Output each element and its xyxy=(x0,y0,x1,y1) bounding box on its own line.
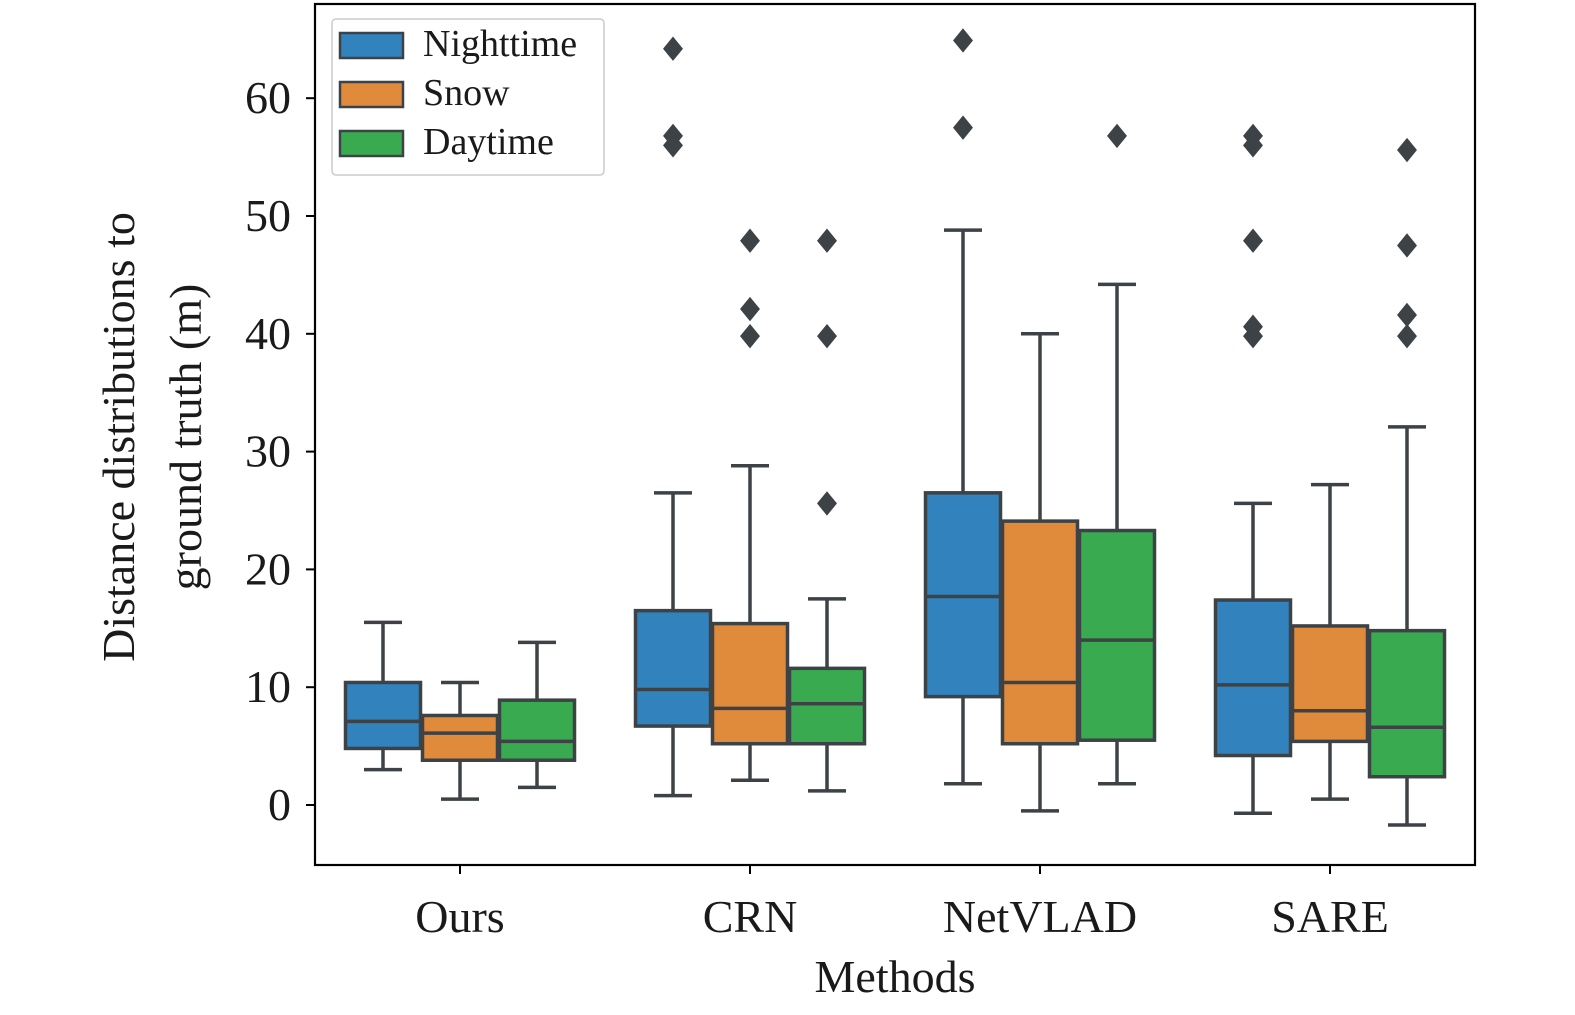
x-tick-label: Ours xyxy=(415,891,504,942)
y-tick-label: 50 xyxy=(245,190,291,241)
box-snow-crn xyxy=(710,228,790,783)
iqr-box xyxy=(1367,628,1447,779)
y-axis-title-line-1: Distance distributions to xyxy=(93,212,144,662)
box-snow-netvlad xyxy=(1000,332,1080,813)
outlier-point xyxy=(817,491,837,516)
box-nighttime-ours xyxy=(343,620,423,772)
y-tick-label: 40 xyxy=(245,308,291,359)
legend-swatch-nighttime xyxy=(338,31,405,60)
box-nighttime-crn xyxy=(633,36,713,798)
legend-label-daytime: Daytime xyxy=(423,121,554,163)
x-tick-label: SARE xyxy=(1271,891,1389,942)
outlier-point xyxy=(1243,123,1263,149)
legend-label-snow: Snow xyxy=(423,72,510,114)
y-tick-label: 60 xyxy=(245,72,291,123)
outlier-point xyxy=(740,296,760,322)
outlier-point xyxy=(1107,123,1127,149)
iqr-box xyxy=(343,680,423,751)
y-tick-label: 20 xyxy=(245,543,291,594)
x-axis-title: Methods xyxy=(815,951,976,1002)
box-daytime-crn xyxy=(787,228,867,793)
legend-swatch-snow xyxy=(338,80,405,109)
outlier-point xyxy=(953,28,973,53)
legend-label-nighttime: Nighttime xyxy=(423,23,577,65)
outlier-point xyxy=(740,323,760,349)
iqr-box xyxy=(1290,624,1370,744)
y-tick-label: 30 xyxy=(245,426,291,477)
box-daytime-netvlad xyxy=(1077,123,1157,786)
outlier-point xyxy=(1243,314,1263,339)
box-nighttime-netvlad xyxy=(923,28,1003,786)
iqr-box xyxy=(923,491,1003,699)
outlier-point xyxy=(817,323,837,349)
iqr-box xyxy=(420,713,500,762)
outlier-point xyxy=(663,36,683,61)
iqr-box xyxy=(1000,519,1080,746)
plot-frame xyxy=(313,2,1477,867)
iqr-box xyxy=(1077,528,1157,742)
iqr-box xyxy=(710,621,790,746)
outlier-point xyxy=(1397,323,1417,349)
plot-area xyxy=(343,28,1447,827)
outlier-point xyxy=(1397,302,1417,328)
outlier-point xyxy=(1397,137,1417,163)
outlier-point xyxy=(953,115,973,140)
box-nighttime-sare xyxy=(1213,123,1293,815)
y-tick-label: 10 xyxy=(245,661,291,712)
iqr-box xyxy=(633,608,713,728)
outlier-point xyxy=(1243,228,1263,253)
box-daytime-ours xyxy=(497,640,577,790)
box-snow-sare xyxy=(1290,482,1370,801)
legend: Nighttime Snow Daytime xyxy=(331,18,605,176)
axes: 0 10 20 30 40 50 60 Ours CRN NetVLAD SARE Methods Di… xyxy=(93,2,1477,1002)
x-tick-label: CRN xyxy=(703,891,798,942)
outlier-point xyxy=(817,228,837,253)
iqr-box xyxy=(787,666,867,746)
iqr-box xyxy=(497,698,577,762)
legend-swatch-daytime xyxy=(338,129,405,158)
iqr-box xyxy=(1213,598,1293,758)
y-axis-title-line-2: ground truth (m) xyxy=(160,284,211,591)
outlier-point xyxy=(1397,233,1417,258)
y-tick-label: 0 xyxy=(268,779,291,830)
outlier-point xyxy=(740,228,760,253)
x-tick-label: NetVLAD xyxy=(943,891,1137,942)
box-daytime-sare xyxy=(1367,137,1447,827)
outlier-point xyxy=(663,123,683,149)
box-snow-ours xyxy=(420,680,500,801)
